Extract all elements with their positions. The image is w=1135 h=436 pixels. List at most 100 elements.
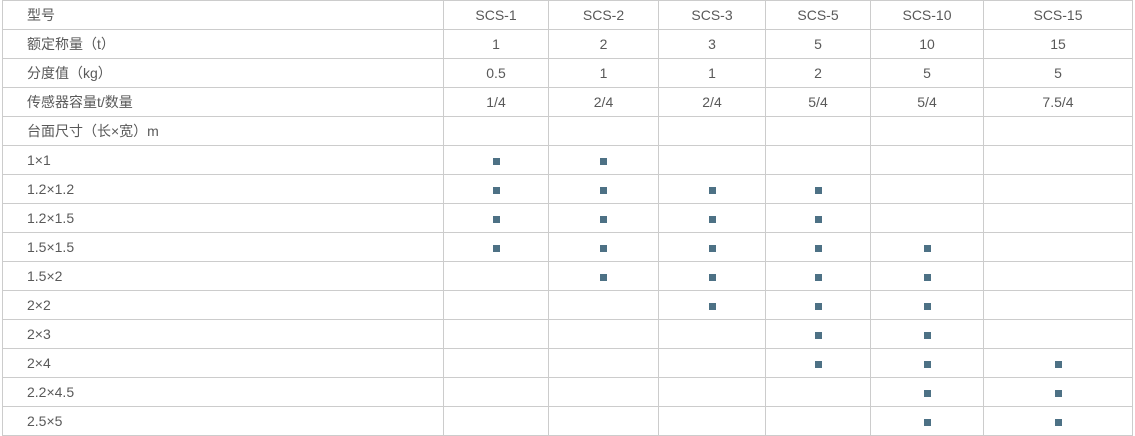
availability-marker-icon [923, 389, 931, 397]
spec-cell [765, 116, 871, 146]
table-row: 2×3 [2, 319, 1133, 349]
availability-marker-icon [492, 215, 500, 223]
spec-cell [870, 290, 984, 320]
availability-marker-icon [600, 215, 607, 223]
spec-cell [983, 319, 1133, 349]
table-row: 2×2 [2, 290, 1133, 320]
spec-cell: 5/4 [870, 87, 984, 117]
spec-cell [870, 377, 984, 407]
row-label: 2.2×4.5 [2, 377, 444, 407]
availability-marker-icon [600, 186, 607, 194]
row-label: 2×4 [2, 348, 444, 378]
spec-cell [983, 406, 1133, 436]
spec-cell [548, 145, 659, 175]
spec-cell [548, 116, 659, 146]
spec-cell [870, 145, 984, 175]
row-label: 1×1 [2, 145, 444, 175]
spec-cell [765, 232, 871, 262]
spec-cell [765, 377, 871, 407]
table-row: 1.2×1.5 [2, 203, 1133, 233]
spec-cell [443, 319, 549, 349]
spec-cell [443, 116, 549, 146]
column-header-scs-1: SCS-1 [443, 0, 549, 30]
spec-cell [765, 174, 871, 204]
availability-marker-icon [708, 186, 716, 194]
spec-cell [548, 377, 659, 407]
availability-marker-icon [708, 215, 716, 223]
spec-cell [443, 348, 549, 378]
availability-marker-icon [600, 273, 607, 281]
spec-cell [983, 116, 1133, 146]
spec-cell [658, 232, 766, 262]
row-label: 2×3 [2, 319, 444, 349]
spec-cell [658, 261, 766, 291]
spec-cell [983, 348, 1133, 378]
availability-marker-icon [923, 273, 931, 281]
spec-cell [658, 348, 766, 378]
spec-cell [870, 232, 984, 262]
spec-cell [870, 203, 984, 233]
row-label: 额定称量（t） [2, 29, 444, 59]
availability-marker-icon [923, 418, 931, 426]
spec-cell: 2/4 [658, 87, 766, 117]
row-label: 传感器容量t/数量 [2, 87, 444, 117]
spec-cell [870, 174, 984, 204]
spec-cell: 2 [765, 58, 871, 88]
table-row: 2.5×5 [2, 406, 1133, 436]
spec-cell [548, 232, 659, 262]
table-body: 额定称量（t） 1 2 3 5 10 15 分度值（kg） 0.5 1 1 2 5 5 传感器容量t/数量 1… [2, 29, 1133, 436]
spec-cell: 1/4 [443, 87, 549, 117]
spec-cell [658, 203, 766, 233]
spec-cell [443, 232, 549, 262]
row-label: 1.5×2 [2, 261, 444, 291]
spec-cell [983, 261, 1133, 291]
spec-cell [443, 145, 549, 175]
spec-cell [983, 203, 1133, 233]
availability-marker-icon [923, 244, 931, 252]
spec-cell [870, 348, 984, 378]
spec-cell: 0.5 [443, 58, 549, 88]
spec-cell [658, 406, 766, 436]
spec-cell: 15 [983, 29, 1133, 59]
spec-cell [443, 174, 549, 204]
availability-marker-icon [1054, 360, 1062, 368]
spec-cell [765, 145, 871, 175]
row-label: 1.2×1.5 [2, 203, 444, 233]
table-row: 2.2×4.5 [2, 377, 1133, 407]
availability-marker-icon [814, 273, 822, 281]
availability-marker-icon [923, 360, 931, 368]
spec-cell [548, 319, 659, 349]
row-label: 1.5×1.5 [2, 232, 444, 262]
spec-cell: 2 [548, 29, 659, 59]
spec-cell [983, 377, 1133, 407]
spec-cell [870, 261, 984, 291]
spec-cell [658, 377, 766, 407]
table-row: 1.5×2 [2, 261, 1133, 291]
spec-cell: 7.5/4 [983, 87, 1133, 117]
spec-cell [658, 319, 766, 349]
spec-cell [548, 406, 659, 436]
column-header-model: 型号 [2, 0, 444, 30]
spec-cell [443, 377, 549, 407]
spec-cell: 1 [658, 58, 766, 88]
availability-marker-icon [814, 360, 822, 368]
spec-cell [443, 290, 549, 320]
spec-cell: 5 [870, 58, 984, 88]
spec-cell [548, 174, 659, 204]
spec-cell [765, 203, 871, 233]
availability-marker-icon [492, 186, 500, 194]
table-row: 台面尺寸（长×宽）m [2, 116, 1133, 146]
availability-marker-icon [1054, 389, 1062, 397]
spec-cell: 5/4 [765, 87, 871, 117]
column-header-scs-2: SCS-2 [548, 0, 659, 30]
column-header-scs-10: SCS-10 [870, 0, 984, 30]
spec-cell [765, 319, 871, 349]
table-row: 2×4 [2, 348, 1133, 378]
spec-cell [765, 348, 871, 378]
spec-cell: 10 [870, 29, 984, 59]
row-label: 2×2 [2, 290, 444, 320]
availability-marker-icon [708, 302, 716, 310]
spec-cell: 5 [765, 29, 871, 59]
spec-cell [658, 174, 766, 204]
